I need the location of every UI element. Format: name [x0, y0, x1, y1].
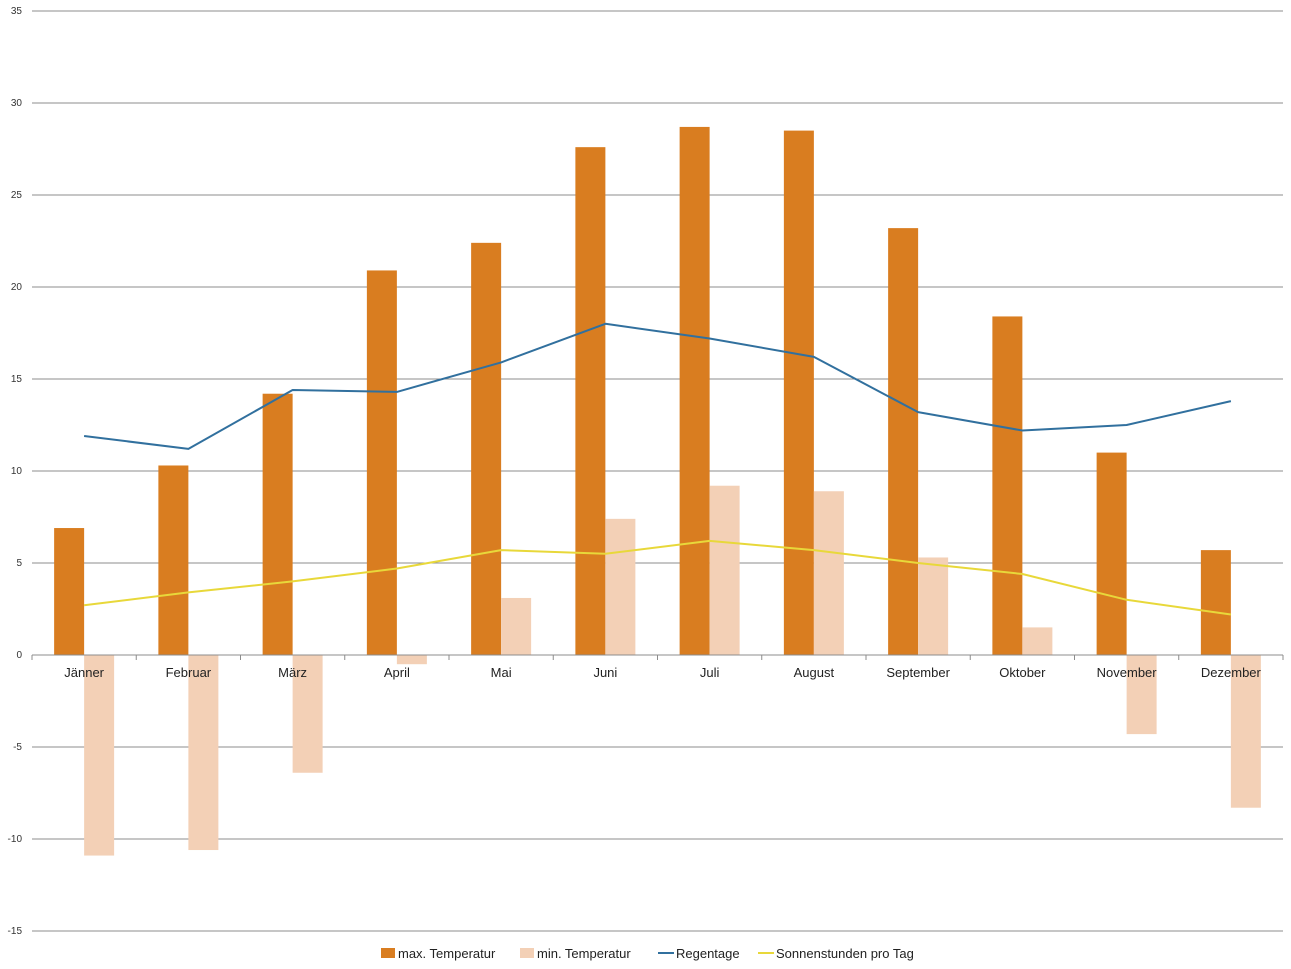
legend-label: Regentage: [676, 946, 740, 961]
y-tick-label: 20: [11, 282, 23, 293]
bar-max-temperatur: [158, 465, 189, 655]
bar-min-temperatur: [84, 655, 115, 856]
category-label: August: [794, 665, 835, 680]
legend-item: min. Temperatur: [520, 946, 631, 961]
bar-max-temperatur: [366, 270, 397, 655]
bar-min-temperatur: [709, 485, 740, 655]
bar-min-temperatur: [501, 597, 532, 655]
category-label: Juni: [593, 665, 617, 680]
y-tick-label: 25: [11, 190, 23, 201]
bar-min-temperatur: [1230, 655, 1261, 808]
bar-min-temperatur: [918, 557, 949, 655]
legend-label: Sonnenstunden pro Tag: [776, 946, 914, 961]
legend-item: max. Temperatur: [381, 946, 496, 961]
y-tick-label: 0: [16, 650, 22, 661]
bar-max-temperatur: [679, 126, 710, 656]
legend: max. Temperatur min. Temperatur Regentage S…: [381, 946, 914, 961]
legend-item: Sonnenstunden pro Tag: [758, 946, 914, 961]
line-series: [83, 322, 1232, 616]
bar-max-temperatur: [262, 393, 293, 655]
category-label: März: [278, 665, 307, 680]
category-label: November: [1097, 665, 1158, 680]
y-tick-label: -10: [8, 834, 23, 845]
legend-item: Regentage: [658, 946, 740, 961]
category-label: Mai: [491, 665, 512, 680]
y-axis-ticks: 35 30 25 20 15 10 5 0 -5 -10 -15: [8, 6, 23, 937]
bar-min-temperatur: [292, 655, 323, 773]
bar-max-temperatur: [471, 242, 502, 655]
bar-min-temperatur: [188, 655, 219, 851]
category-label: April: [384, 665, 410, 680]
category-labels: Jänner Februar März April Mai Juni Juli August S…: [64, 665, 1261, 680]
y-tick-label: 35: [11, 6, 23, 17]
category-label: Jänner: [64, 665, 104, 680]
bar-max-temperatur: [54, 528, 85, 655]
bar-max-temperatur: [1200, 550, 1231, 655]
legend-label: max. Temperatur: [398, 946, 496, 961]
y-tick-label: -5: [13, 742, 22, 753]
bar-series: [54, 126, 1261, 856]
line-sonnenstunden-pro-tag: [83, 539, 1232, 616]
gridlines: [32, 10, 1283, 932]
category-label: September: [886, 665, 950, 680]
y-tick-label: 5: [16, 558, 22, 569]
bar-max-temperatur: [1096, 452, 1127, 655]
bar-min-temperatur: [605, 518, 636, 655]
bar-max-temperatur: [888, 228, 919, 655]
bar-min-temperatur: [1022, 627, 1053, 655]
y-tick-label: 30: [11, 98, 23, 109]
bar-max-temperatur: [783, 130, 814, 656]
legend-swatch: [520, 948, 534, 958]
bar-min-temperatur: [396, 655, 427, 665]
category-label: Juli: [700, 665, 720, 680]
line-regentage: [83, 322, 1232, 450]
bar-min-temperatur: [1126, 655, 1157, 735]
category-label: Februar: [166, 665, 212, 680]
category-label: Oktober: [999, 665, 1046, 680]
legend-label: min. Temperatur: [537, 946, 631, 961]
y-tick-label: 15: [11, 374, 23, 385]
legend-swatch: [381, 948, 395, 958]
y-tick-label: -15: [8, 926, 23, 937]
x-axis-ticks: [31, 655, 1284, 660]
bar-max-temperatur: [992, 316, 1023, 655]
bar-max-temperatur: [575, 147, 606, 655]
y-tick-label: 10: [11, 466, 23, 477]
bar-min-temperatur: [813, 491, 844, 655]
category-label: Dezember: [1201, 665, 1262, 680]
